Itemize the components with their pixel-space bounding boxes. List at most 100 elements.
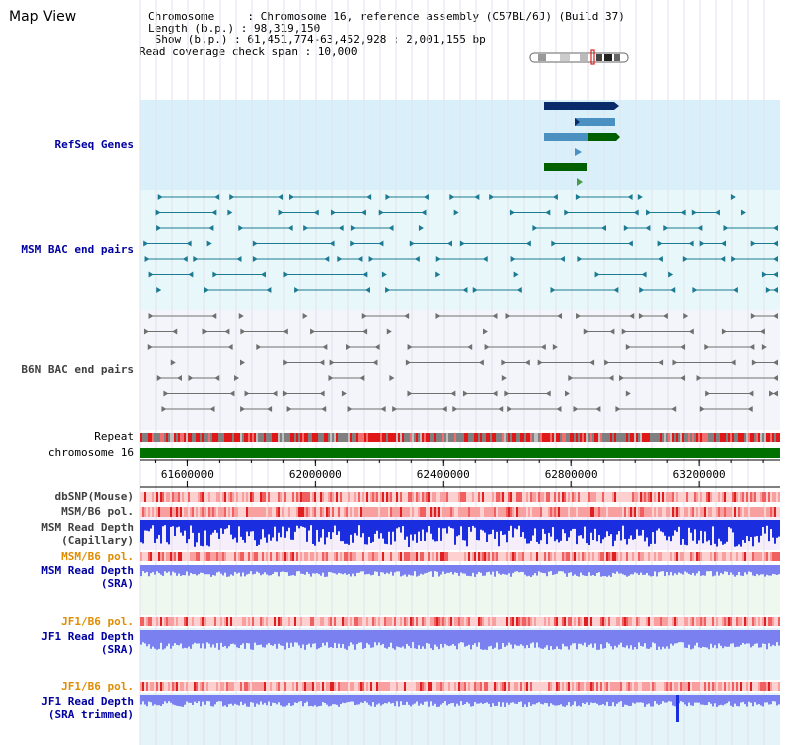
polymorphism-cell xyxy=(432,682,434,691)
bac-end-marker xyxy=(688,328,694,335)
repeat-block xyxy=(358,433,360,442)
depth-bar xyxy=(762,520,764,528)
depth-bar xyxy=(520,630,522,645)
msm-bac-end-pairs[interactable] xyxy=(143,194,778,293)
polymorphism-cell xyxy=(668,552,670,561)
depth-bar xyxy=(370,630,372,648)
track-label-msm-b6-pol-2[interactable]: MSM/B6 pol. xyxy=(61,550,134,563)
track-label-jf1-depth-sra[interactable]: JF1 Read Depth xyxy=(41,630,134,643)
polymorphism-cell xyxy=(410,507,412,517)
depth-bar xyxy=(528,630,530,648)
polymorphism-cell xyxy=(636,507,638,517)
track-label-jf1-depth-trim[interactable]: JF1 Read Depth xyxy=(41,695,134,708)
polymorphism-cell xyxy=(564,617,566,626)
polymorphism-cell xyxy=(630,682,632,691)
depth-bar xyxy=(422,520,424,530)
track-label-jf1-b6-pol[interactable]: JF1/B6 pol. xyxy=(61,615,134,628)
bac-end-marker xyxy=(240,328,246,335)
polymorphism-cell xyxy=(718,552,720,561)
polymorphism-cell xyxy=(218,682,220,691)
depth-bar xyxy=(764,630,766,645)
track-label-msm-b6-pol[interactable]: MSM/B6 pol. xyxy=(61,505,134,518)
depth-bar xyxy=(750,520,752,538)
polymorphism-cell xyxy=(424,617,426,626)
depth-bar xyxy=(406,520,408,537)
depth-bar xyxy=(340,695,342,705)
polymorphism-cell xyxy=(540,492,542,502)
polymorphism-cell xyxy=(456,617,458,626)
b6n-bac-end-pairs[interactable] xyxy=(143,313,778,412)
polymorphism-cell xyxy=(156,552,158,561)
polymorphism-cell xyxy=(756,617,758,626)
polymorphism-cell xyxy=(616,507,618,517)
polymorphism-cell xyxy=(376,682,378,691)
bac-end-marker xyxy=(341,390,347,397)
depth-bar xyxy=(432,520,434,540)
polymorphism-cell xyxy=(616,492,618,502)
polymorphism-cell xyxy=(366,617,368,626)
polymorphism-cell xyxy=(710,552,712,561)
polymorphism-cell xyxy=(532,507,534,517)
track-label-dbsnp[interactable]: dbSNP(Mouse) xyxy=(54,490,134,503)
polymorphism-cell xyxy=(690,617,692,626)
polymorphism-cell xyxy=(314,507,316,517)
chromosome-bar[interactable] xyxy=(140,448,780,458)
polymorphism-cell xyxy=(220,492,222,502)
depth-bar xyxy=(748,565,750,572)
polymorphism-cell xyxy=(276,682,278,691)
depth-bar xyxy=(146,565,148,572)
depth-bar xyxy=(338,695,340,707)
track-label-refseq[interactable]: RefSeq Genes xyxy=(54,138,134,151)
track-label-msm-depth-capillary[interactable]: MSM Read Depth xyxy=(41,521,134,534)
depth-bar xyxy=(316,565,318,574)
polymorphism-cell xyxy=(558,507,560,517)
bac-end-marker xyxy=(278,194,284,200)
polymorphism-cell xyxy=(512,552,514,561)
polymorphism-cell xyxy=(268,492,270,502)
depth-bar xyxy=(362,695,364,703)
polymorphism-cell xyxy=(282,507,284,517)
depth-bar xyxy=(696,695,698,703)
polymorphism-cell xyxy=(480,492,482,502)
depth-bar xyxy=(158,520,160,536)
gene-feature xyxy=(616,133,620,141)
refseq-genes[interactable] xyxy=(544,102,620,186)
polymorphism-cell xyxy=(160,617,162,626)
polymorphism-cell xyxy=(162,492,164,502)
depth-bar xyxy=(390,630,392,643)
polymorphism-cell xyxy=(312,682,314,691)
depth-bar xyxy=(578,630,580,644)
polymorphism-cell xyxy=(316,617,318,626)
repeat-block xyxy=(152,433,154,442)
chromosome-ideogram[interactable] xyxy=(529,49,629,65)
track-label-jf1-b6-pol-2[interactable]: JF1/B6 pol. xyxy=(61,680,134,693)
polymorphism-cell xyxy=(630,507,632,517)
depth-bar xyxy=(692,565,694,573)
bac-end-marker xyxy=(202,328,208,335)
polymorphism-cell xyxy=(538,552,540,561)
track-label-msm-depth-sra[interactable]: MSM Read Depth xyxy=(41,564,134,577)
depth-bar xyxy=(442,520,444,529)
polymorphism-cell xyxy=(688,617,690,626)
depth-bar xyxy=(618,695,620,703)
bac-end-marker xyxy=(658,359,664,366)
polymorphism-cell xyxy=(386,507,388,517)
bac-end-marker xyxy=(338,225,344,231)
repeat-track[interactable] xyxy=(140,433,780,442)
depth-bar xyxy=(552,565,554,575)
read-depth-tracks[interactable] xyxy=(140,520,780,722)
depth-bar xyxy=(182,695,184,707)
depth-bar xyxy=(542,520,544,529)
polymorphism-tracks[interactable] xyxy=(140,492,780,691)
track-label-b6n-bac[interactable]: B6N BAC end pairs xyxy=(21,363,134,376)
depth-bar xyxy=(512,565,514,574)
polymorphism-cell xyxy=(144,682,146,691)
polymorphism-cell xyxy=(220,507,222,517)
polymorphism-cell xyxy=(248,507,250,517)
depth-bar xyxy=(770,630,772,647)
bac-end-marker xyxy=(773,390,778,397)
polymorphism-cell xyxy=(428,507,430,517)
track-label-msm-bac[interactable]: MSM BAC end pairs xyxy=(21,243,134,256)
depth-bar xyxy=(716,630,718,649)
